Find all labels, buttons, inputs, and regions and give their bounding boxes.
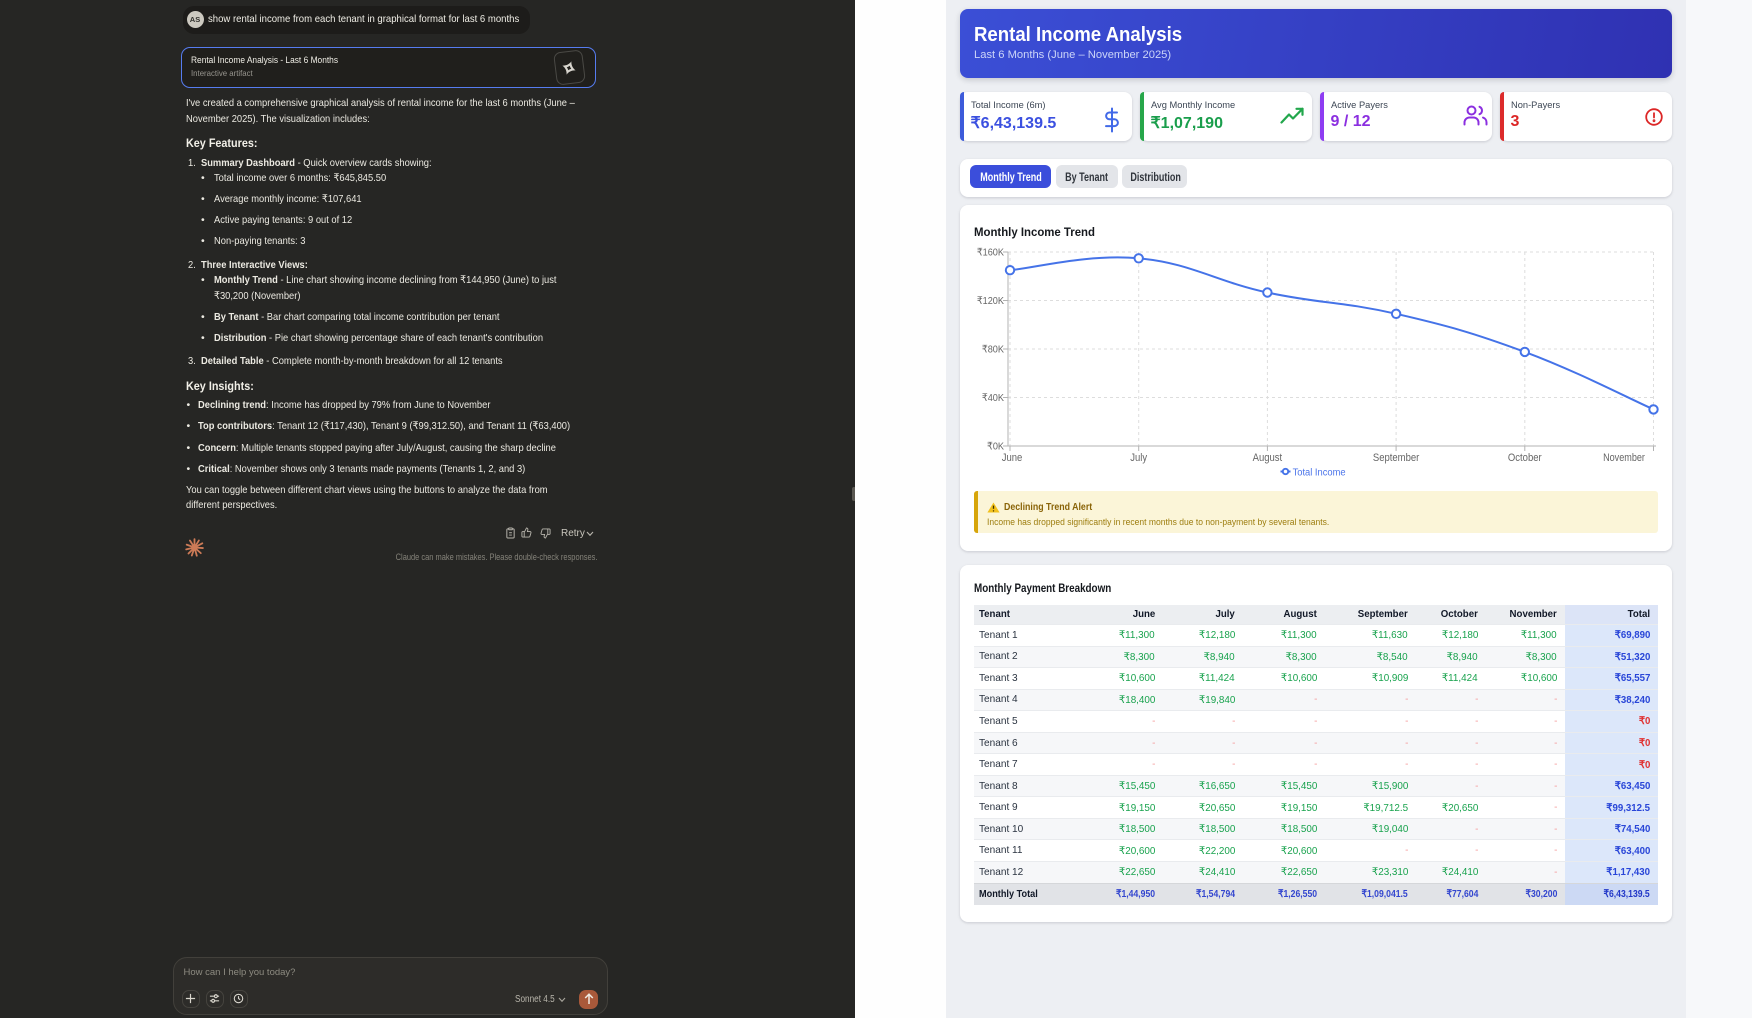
svg-text:Total Income: Total Income (1293, 467, 1346, 479)
svg-text:September: September (1373, 453, 1420, 465)
svg-text:₹160K: ₹160K (977, 247, 1005, 259)
svg-text:October: October (1508, 453, 1542, 465)
svg-text:August: August (1253, 453, 1283, 465)
svg-text:₹0K: ₹0K (987, 441, 1004, 453)
svg-text:₹120K: ₹120K (977, 296, 1005, 308)
svg-text:November: November (1603, 452, 1645, 464)
svg-text:₹80K: ₹80K (982, 344, 1005, 356)
svg-text:July: July (1130, 453, 1148, 465)
svg-text:June: June (1002, 453, 1023, 465)
svg-text:₹40K: ₹40K (982, 393, 1005, 405)
